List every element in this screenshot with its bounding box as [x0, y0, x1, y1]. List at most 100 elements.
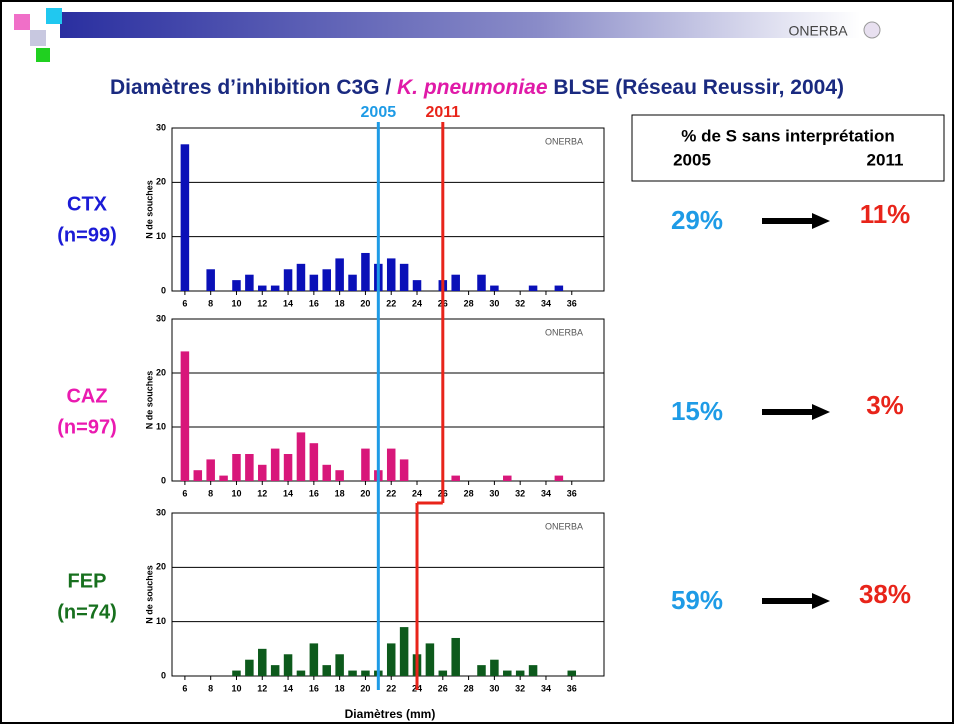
x-tick-label: 24: [412, 298, 422, 308]
bar: [232, 670, 241, 676]
x-tick-label: 18: [335, 683, 345, 693]
breakpoint-label: 2005: [361, 104, 397, 121]
bar: [361, 448, 370, 481]
x-tick-label: 30: [489, 683, 499, 693]
bar: [258, 464, 267, 481]
drug-label: CAZ: [66, 385, 107, 407]
bar: [348, 274, 357, 291]
x-tick-label: 22: [386, 683, 396, 693]
y-tick-label: 0: [161, 670, 166, 680]
y-tick-label: 10: [156, 421, 166, 431]
x-tick-label: 26: [438, 683, 448, 693]
x-tick-label: 18: [335, 488, 345, 498]
pct-2011: 11%: [860, 199, 911, 229]
x-tick-label: 18: [335, 298, 345, 308]
bar: [296, 432, 306, 481]
drug-label: CTX: [67, 193, 108, 215]
bar: [206, 459, 215, 481]
x-axis-label: Diamètres (mm): [345, 707, 436, 721]
x-tick-label: 6: [182, 298, 187, 308]
chart-logo: ONERBA: [545, 521, 583, 531]
x-tick-label: 20: [360, 298, 370, 308]
chart-logo: ONERBA: [545, 327, 583, 337]
bar: [503, 670, 512, 676]
bar: [335, 654, 344, 676]
y-tick-label: 20: [156, 367, 166, 377]
x-tick-label: 8: [208, 488, 213, 498]
x-tick-label: 30: [489, 298, 499, 308]
bar: [438, 670, 448, 676]
bar: [528, 285, 538, 291]
x-tick-label: 34: [541, 298, 551, 308]
bar: [232, 280, 241, 291]
x-tick-label: 32: [515, 298, 525, 308]
pct-2005: 59%: [671, 585, 723, 615]
y-axis-label: N de souches: [144, 565, 154, 624]
x-tick-label: 34: [541, 488, 551, 498]
y-tick-label: 20: [156, 177, 166, 187]
x-tick-label: 6: [182, 488, 187, 498]
x-tick-label: 30: [489, 488, 499, 498]
bar: [283, 454, 293, 481]
x-tick-label: 36: [567, 683, 577, 693]
pct-2011: 38%: [859, 579, 911, 609]
x-tick-label: 24: [412, 488, 422, 498]
y-axis-label: N de souches: [144, 371, 154, 430]
bar: [283, 269, 293, 291]
deco: [30, 30, 46, 46]
arrow-head: [812, 404, 830, 420]
x-tick-label: 6: [182, 683, 187, 693]
logo: ONERBA: [788, 23, 848, 39]
x-tick-label: 28: [464, 683, 474, 693]
y-axis-label: N de souches: [144, 180, 154, 239]
bar: [206, 269, 215, 291]
bar: [335, 470, 344, 481]
bar: [451, 475, 460, 481]
bar: [477, 274, 486, 291]
deco: [46, 8, 62, 24]
bar: [386, 258, 396, 291]
x-tick-label: 12: [257, 488, 267, 498]
x-tick-label: 20: [360, 488, 370, 498]
bar: [245, 274, 254, 291]
bar: [219, 475, 228, 481]
n-label: (n=99): [57, 224, 116, 246]
bar: [554, 285, 564, 291]
x-tick-label: 10: [231, 488, 241, 498]
logo-icon: [863, 21, 881, 39]
x-tick-label: 8: [208, 683, 213, 693]
x-tick-label: 14: [283, 683, 293, 693]
bar: [425, 643, 435, 676]
bar: [386, 448, 396, 481]
legend-box: [631, 114, 945, 182]
title: Diamètres d’inhibition C3G / K. pneumoni…: [110, 76, 844, 99]
bar: [399, 263, 409, 291]
bar: [309, 443, 319, 481]
y-tick-label: 10: [156, 616, 166, 626]
bar: [490, 659, 499, 676]
n-label: (n=74): [57, 601, 116, 623]
bar: [309, 643, 319, 676]
x-tick-label: 10: [231, 683, 241, 693]
y-tick-label: 10: [156, 231, 166, 241]
x-tick-label: 14: [283, 298, 293, 308]
bar: [258, 285, 267, 291]
bar: [270, 665, 280, 676]
y-tick-label: 0: [161, 285, 166, 295]
x-tick-label: 12: [257, 683, 267, 693]
bar: [361, 252, 370, 291]
x-tick-label: 32: [515, 488, 525, 498]
bar: [451, 274, 460, 291]
deco: [36, 48, 50, 62]
arrow-head: [812, 593, 830, 609]
x-tick-label: 12: [257, 298, 267, 308]
bar: [335, 258, 344, 291]
bar: [232, 454, 241, 481]
n-label: (n=97): [57, 416, 116, 438]
bar: [193, 470, 203, 481]
x-tick-label: 28: [464, 488, 474, 498]
deco: [14, 14, 30, 30]
x-tick-label: 8: [208, 298, 213, 308]
bar: [296, 263, 306, 291]
bar: [386, 643, 396, 676]
